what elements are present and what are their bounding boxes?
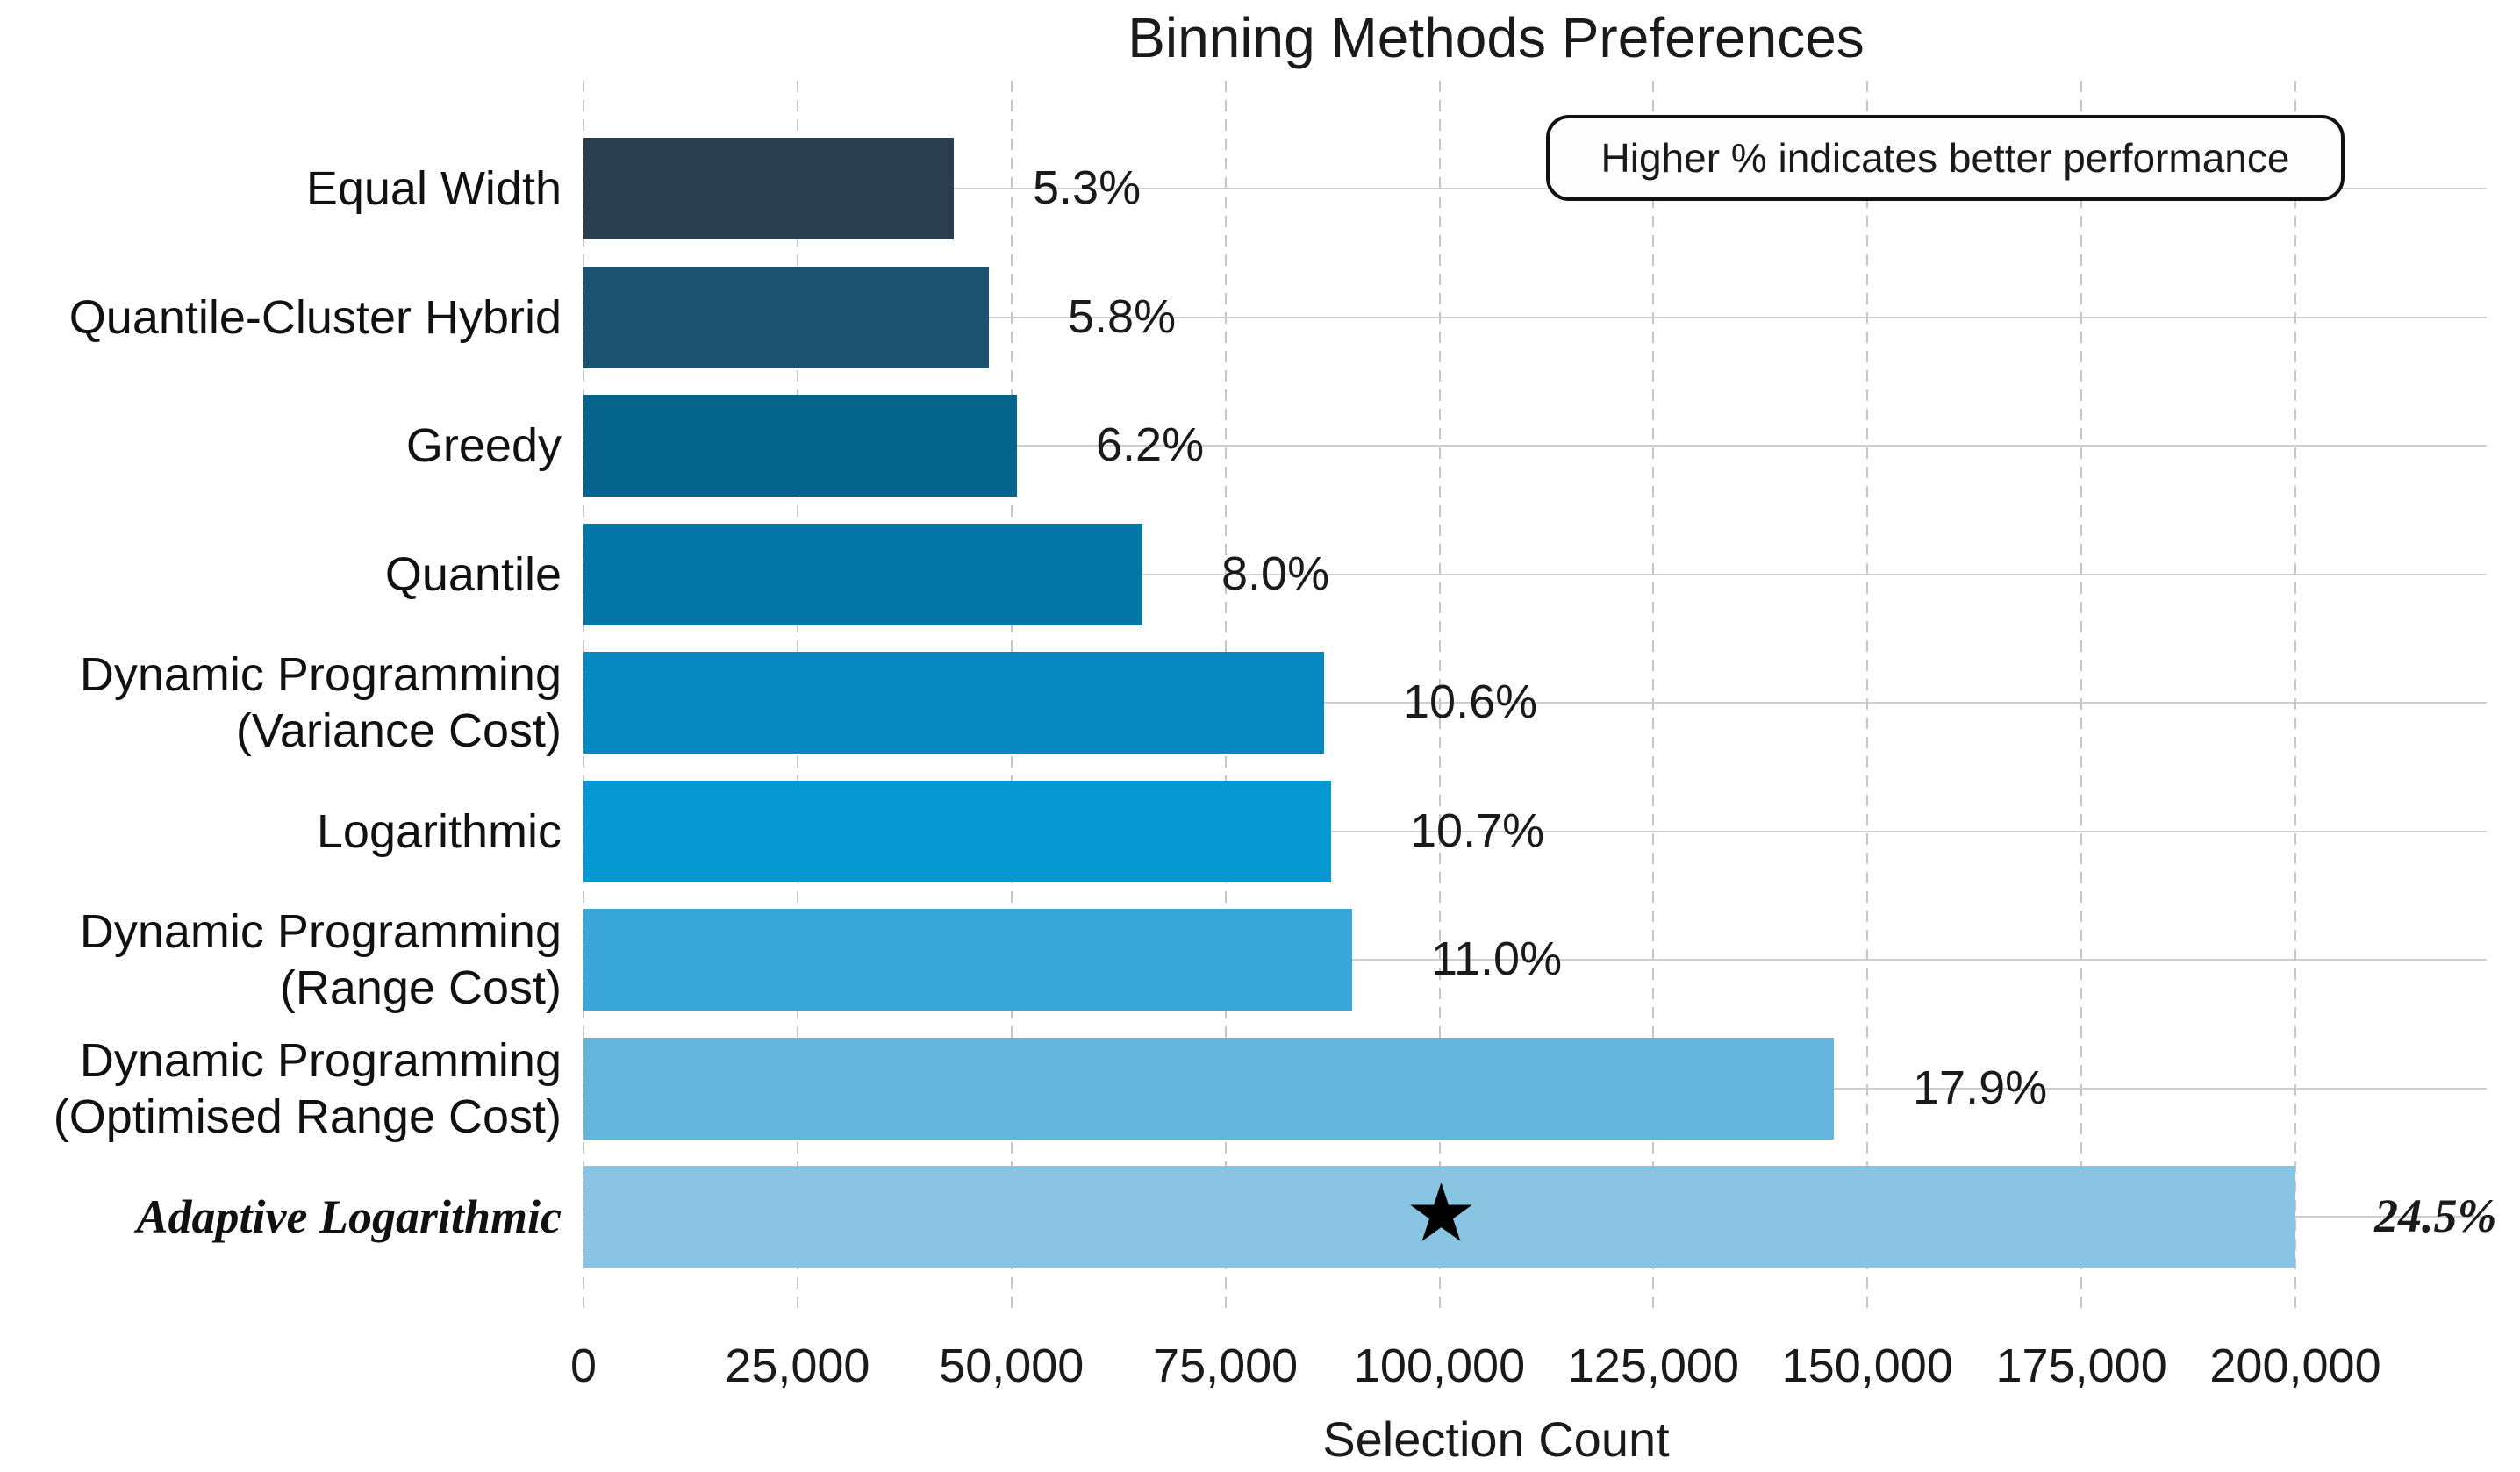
row-gridline (583, 702, 2487, 704)
percent-label: 17.9% (1913, 1061, 2048, 1114)
x-gridline (1866, 81, 1869, 1309)
x-tick-label: 125,000 (1567, 1340, 1739, 1392)
x-tick-label: 75,000 (1153, 1340, 1299, 1392)
category-label: Logarithmic (316, 804, 562, 858)
chart-title: Binning Methods Preferences (1128, 6, 1865, 69)
x-tick-label: 175,000 (1995, 1340, 2167, 1392)
row-gridline (583, 830, 2487, 832)
row-gridline (583, 573, 2487, 575)
bar (583, 266, 989, 368)
percent-label: 8.0% (1221, 547, 1330, 600)
x-tick-label: 25,000 (725, 1340, 870, 1392)
annotation-box: Higher % indicates better performance (1546, 115, 2345, 201)
x-gridline (1438, 81, 1441, 1309)
x-gridline (1652, 81, 1655, 1309)
category-label: Dynamic Programming (Optimised Range Cos… (53, 1033, 562, 1143)
category-label: Equal Width (305, 162, 562, 215)
percent-label: 10.7% (1410, 804, 1545, 857)
x-tick-label: 0 (569, 1340, 598, 1392)
x-axis-label: Selection Count (1322, 1411, 1670, 1467)
row-gridline (583, 316, 2487, 318)
percent-label: 5.3% (1033, 161, 1142, 214)
bar (583, 909, 1352, 1011)
percent-label: 5.8% (1068, 289, 1177, 343)
percent-label: 6.2% (1096, 418, 1205, 471)
bar (583, 780, 1331, 882)
bar (583, 652, 1324, 754)
row-gridline (583, 188, 2487, 189)
category-label: Quantile-Cluster Hybrid (68, 290, 562, 344)
annotation-text: Higher % indicates better performance (1600, 135, 2290, 181)
category-label: Quantile (384, 547, 562, 601)
x-tick-label: 50,000 (939, 1340, 1085, 1392)
category-label: Greedy (405, 419, 562, 472)
x-tick-label: 150,000 (1781, 1340, 1953, 1392)
percent-label: 24.5% (2374, 1189, 2497, 1242)
row-gridline (583, 959, 2487, 961)
bar (583, 138, 954, 239)
row-gridline (583, 445, 2487, 447)
x-tick-label: 200,000 (2209, 1340, 2381, 1392)
x-tick-label: 100,000 (1353, 1340, 1526, 1392)
bar (583, 395, 1017, 497)
star-marker: ★ (1405, 1168, 1478, 1259)
x-gridline (2080, 81, 2083, 1309)
category-label: Dynamic Programming (Variance Cost) (79, 648, 562, 757)
category-label: Adaptive Logarithmic (136, 1190, 562, 1243)
bar (583, 1037, 1834, 1140)
x-gridline (2294, 81, 2296, 1309)
bar (583, 523, 1142, 625)
bar (583, 1166, 2295, 1268)
category-label: Dynamic Programming (Range Cost) (79, 905, 562, 1014)
percent-label: 11.0% (1431, 932, 1563, 985)
percent-label: 10.6% (1403, 675, 1538, 728)
